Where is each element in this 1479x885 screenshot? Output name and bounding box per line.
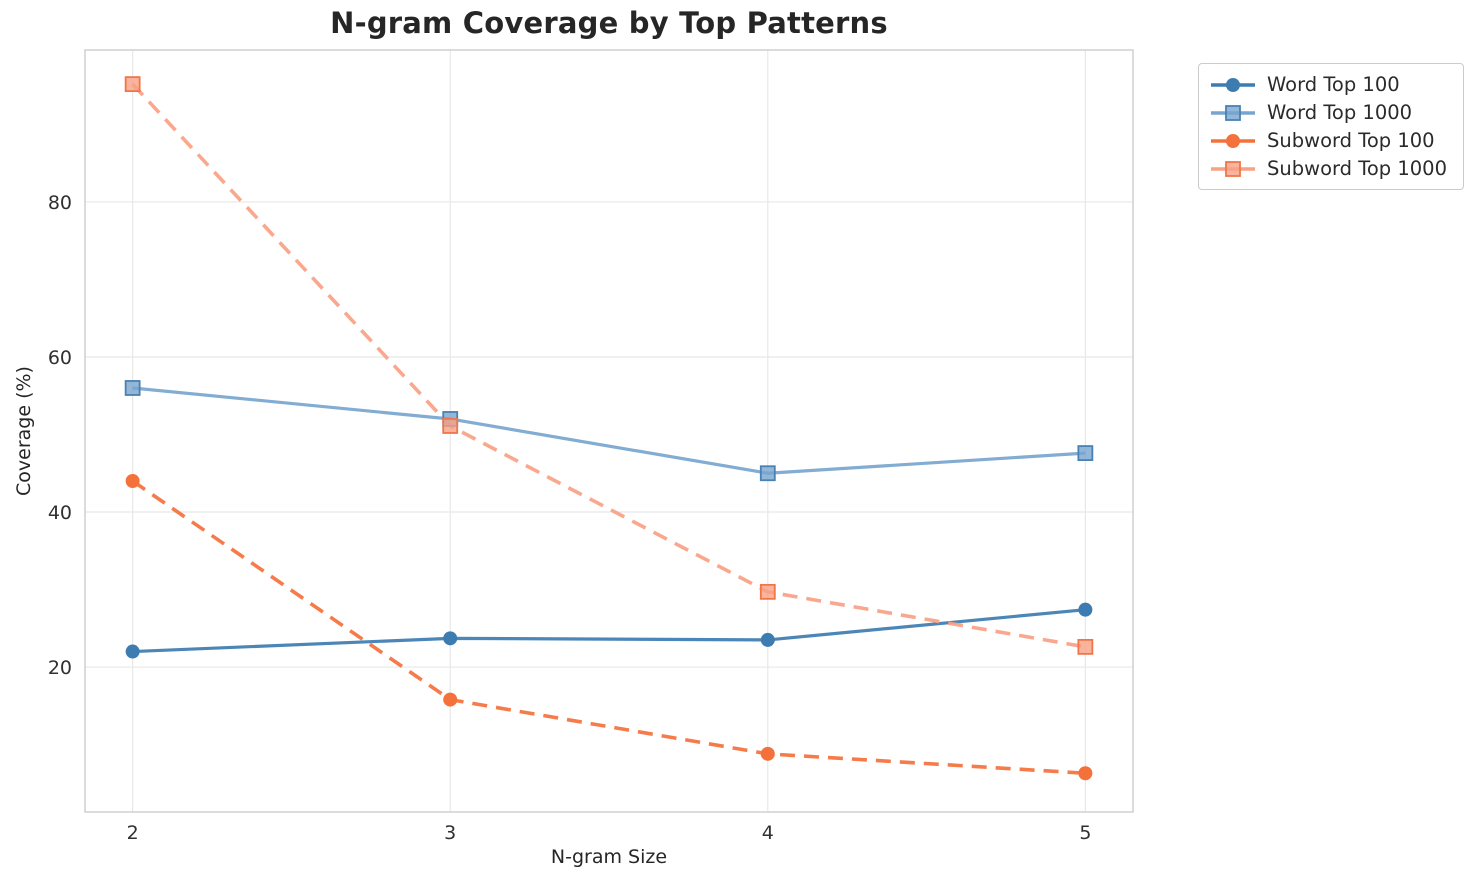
legend: Word Top 100 Word Top 1000 Subword Top 100… [1198, 63, 1464, 190]
data-point-marker [124, 76, 141, 93]
series-line [131, 82, 1086, 649]
legend-swatch-square-icon [1211, 160, 1255, 177]
legend-item: Word Top 100 [1209, 73, 1447, 96]
data-point-marker [760, 632, 775, 647]
plot-frame [84, 49, 1134, 813]
data-point-marker [125, 644, 140, 659]
x-tick-label: 2 [127, 822, 139, 844]
data-point-marker [759, 583, 776, 600]
legend-label: Subword Top 1000 [1267, 157, 1447, 180]
y-tick-label: 20 [48, 657, 72, 679]
x-tick-label: 5 [1079, 822, 1091, 844]
data-point-marker [1077, 445, 1094, 461]
legend-item: Subword Top 1000 [1209, 157, 1447, 180]
data-point-marker [442, 418, 459, 434]
data-point-marker [1077, 638, 1094, 655]
series-line [132, 608, 1086, 654]
series-line [131, 479, 1086, 776]
legend-swatch-circle-icon [1211, 77, 1255, 92]
data-point-marker [1078, 602, 1093, 617]
series-line [132, 386, 1086, 475]
x-tick-label: 3 [444, 822, 456, 844]
data-point-marker [443, 631, 458, 646]
x-tick-label: 4 [762, 822, 774, 844]
legend-swatch-circle-icon [1211, 133, 1255, 148]
y-tick-label: 60 [48, 347, 72, 369]
legend-item: Word Top 1000 [1209, 101, 1447, 124]
data-point-marker [124, 380, 141, 396]
data-point-marker [759, 465, 776, 482]
y-tick-label: 40 [48, 502, 72, 524]
legend-label: Word Top 1000 [1267, 101, 1413, 124]
legend-label: Subword Top 100 [1267, 129, 1435, 152]
chart-title: N-gram Coverage by Top Patterns [330, 6, 888, 40]
y-tick-label: 80 [48, 192, 72, 214]
data-point-marker [125, 473, 140, 488]
legend-swatch-square-icon [1211, 104, 1255, 121]
legend-item: Subword Top 100 [1209, 129, 1447, 152]
legend-label: Word Top 100 [1267, 73, 1400, 96]
data-point-marker [1078, 766, 1093, 781]
x-axis-label: N-gram Size [550, 846, 668, 868]
data-point-marker [760, 746, 775, 761]
data-point-marker [443, 692, 458, 707]
